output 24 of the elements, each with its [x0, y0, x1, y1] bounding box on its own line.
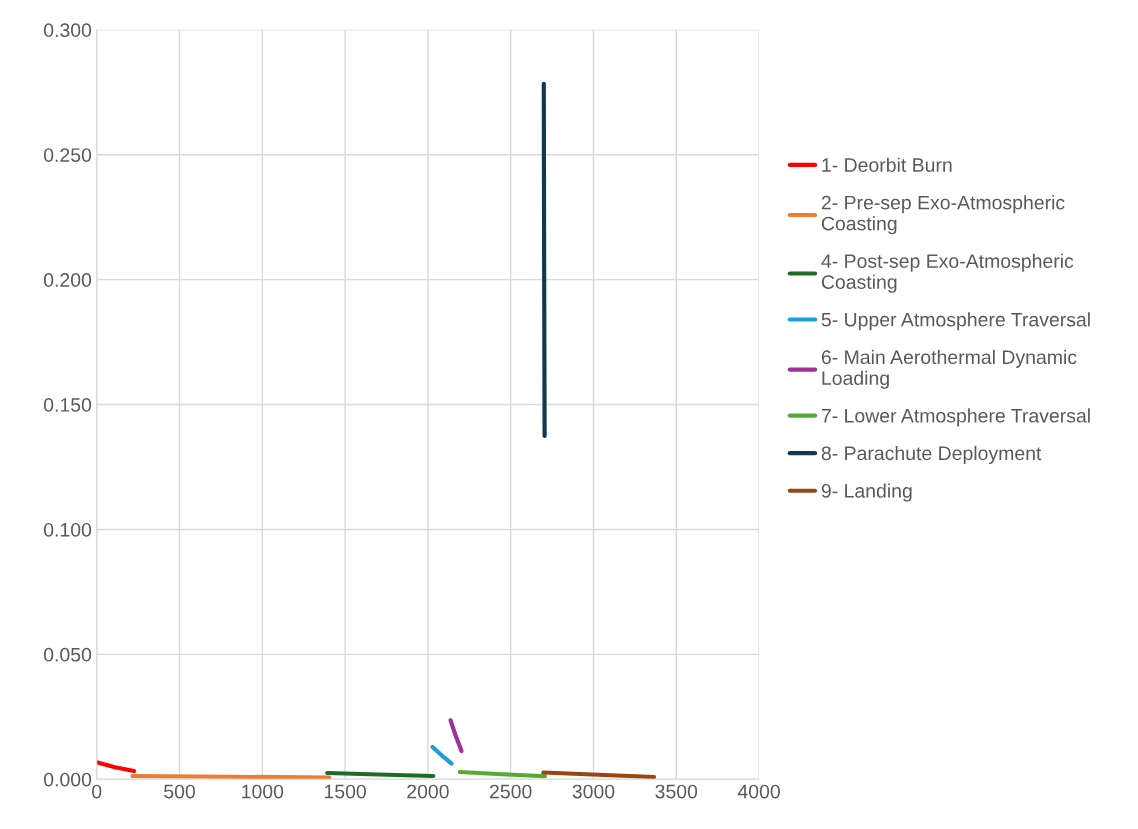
x-tick-label: 4000 — [737, 784, 780, 799]
x-tick-label: 2000 — [407, 784, 449, 799]
y-tick-label: 0.250 — [43, 148, 92, 162]
y-tick-label: 0.300 — [43, 23, 92, 38]
x-tick-label: 1000 — [242, 784, 284, 799]
y-tick-label: 0.050 — [43, 647, 92, 662]
legend-label: 1- Deorbit Burn — [822, 157, 952, 172]
x-tick-label: 0 — [92, 784, 102, 799]
x-tick-label: 2500 — [490, 784, 532, 799]
legend-label: 9- Landing — [821, 483, 912, 502]
x-tick-label: 500 — [164, 784, 195, 799]
legend-label: 6- Main Aerothermal Dynamic Loading — [821, 349, 1077, 389]
x-tick-label: 1500 — [324, 784, 366, 799]
legend-label: 8- Parachute Deployment — [821, 445, 1042, 465]
x-tick-label: 3500 — [655, 784, 698, 799]
legend-label: 2- Pre-sep Exo-Atmospheric Coasting — [821, 195, 1065, 235]
legend-label: 5- Upper Atmosphere Traversal — [821, 312, 1090, 331]
legend-label: 4- Post-sep Exo-Atmospheric Coasting — [821, 253, 1074, 293]
y-tick-label: 0.200 — [43, 273, 92, 287]
y-tick-label: 0.150 — [43, 398, 92, 412]
x-tick-label: 3000 — [572, 784, 615, 799]
y-tick-label: 0.000 — [43, 772, 92, 787]
legend-label: 7- Lower Atmosphere Traversal — [821, 408, 1090, 427]
y-tick-label: 0.100 — [43, 522, 92, 537]
